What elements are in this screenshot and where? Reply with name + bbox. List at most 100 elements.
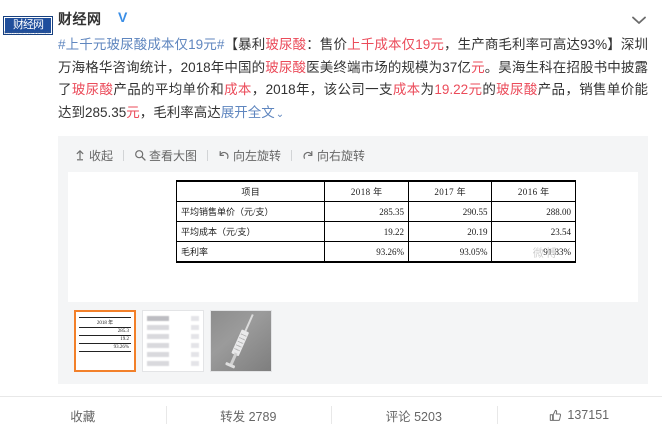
rotate-left-icon [218, 149, 230, 161]
mini-cell: 2018 年 [79, 317, 131, 329]
post-highlight: 玻尿酸 [265, 59, 307, 75]
collapse-image-label: 收起 [89, 148, 114, 163]
blurred-cell [147, 316, 169, 322]
repost-button[interactable]: 转发 2789 [165, 397, 332, 433]
main-image[interactable]: 项目 2018 年 2017 年 2016 年 平均销售单价（元/支） 285.… [68, 172, 638, 303]
blurred-cell [191, 343, 199, 349]
thumbnail-strip: 2018 年 285.3 19.2 93.26% [68, 310, 638, 373]
collapse-image-button[interactable]: 收起 [74, 147, 122, 164]
mini-row: 285.3 [79, 327, 131, 337]
media-viewer: 收起 查看大图 向左旋转 向右旋转 [58, 136, 648, 385]
blurred-cell [147, 343, 169, 349]
rotate-right-icon [302, 149, 314, 161]
toolbar-divider [123, 149, 125, 161]
post-highlight: 成本 [392, 82, 421, 98]
post-text-seg: 医美终端市场的规模为37亿 [306, 59, 472, 75]
post-header: 财经网 CAIJINGWANG.COM.CN 财经网 V [0, 0, 662, 35]
blurred-cell [147, 361, 169, 367]
repost-label: 转发 2789 [220, 409, 277, 424]
thumbnail-blurred-table[interactable] [142, 310, 204, 373]
avatar[interactable]: 财经网 [2, 12, 54, 38]
blurred-cell [147, 334, 169, 340]
rotate-right-button[interactable]: 向右旋转 [302, 147, 374, 164]
table-cell: 93.26% [324, 241, 409, 264]
table-cell: 285.35 [324, 201, 409, 223]
table-cell: 23.54 [491, 221, 576, 243]
table-row: 毛利率 93.26% 93.05% 91.83% [175, 241, 576, 264]
account-nickname[interactable]: 财经网 [58, 11, 102, 27]
financial-table-image: 项目 2018 年 2017 年 2016 年 平均销售单价（元/支） 285.… [175, 180, 576, 264]
post-highlight: 成本 [224, 82, 252, 98]
post-text-seg: 【暴利 [224, 37, 266, 52]
comment-label: 评论 5203 [385, 409, 442, 424]
favorite-label: 收藏 [70, 409, 96, 424]
action-bar: 收藏 转发 2789 评论 5203 137151 [0, 396, 662, 433]
syringe-icon [225, 314, 255, 369]
chevron-down-icon[interactable] [632, 16, 646, 25]
table-header-cell: 2018 年 [324, 180, 409, 203]
post-highlight: 玻尿酸 [496, 82, 538, 98]
thumbnail-syringe-photo[interactable] [210, 310, 272, 373]
table-cell: 93.05% [407, 241, 493, 264]
blurred-cell [191, 361, 199, 367]
mini-cell: 19.2 [79, 335, 131, 345]
rotate-right-label: 向右旋转 [317, 148, 366, 163]
like-count: 137151 [567, 408, 610, 422]
thumbnail-table-crop[interactable]: 2018 年 285.3 19.2 93.26% [74, 310, 136, 373]
post-text-seg: ：售价 [306, 37, 348, 52]
blurred-cell [191, 352, 199, 358]
blurred-table-graphic [147, 315, 199, 367]
blurred-cell [147, 352, 169, 358]
mini-row: 93.26% [79, 343, 131, 353]
post-topic-link[interactable]: #上千元玻尿酸成本仅19元# [58, 37, 225, 52]
avatar-logo-subtext: CAIJINGWANG.COM.CN [4, 30, 50, 35]
view-large-image-label: 查看大图 [149, 148, 198, 163]
blurred-cell [147, 325, 169, 331]
mini-cell: 93.26% [79, 343, 131, 353]
image-toolbar: 收起 查看大图 向左旋转 向右旋转 [68, 144, 638, 166]
search-icon [134, 149, 146, 162]
rotate-left-button[interactable]: 向左旋转 [218, 147, 290, 164]
chevron-down-small-icon: ⌄ [275, 108, 285, 120]
rotate-left-label: 向左旋转 [233, 148, 282, 163]
post-text-seg: 产品，销售单价能达到285.35 [58, 82, 649, 120]
table-cell: 91.83% [491, 241, 576, 264]
avatar-logo-text: 财经网 [3, 15, 53, 35]
post-highlight: 玻尿酸 [71, 82, 114, 98]
post-content: #上千元玻尿酸成本仅19元#【暴利玻尿酸：售价上千成本仅19元，生产商毛利率可高… [58, 34, 648, 126]
comment-button[interactable]: 评论 5203 [331, 397, 497, 433]
post-text-seg: ，生产商毛利率可高达93%】深圳万海格华咨询统计，2018年中国的 [58, 37, 649, 75]
favorite-button[interactable]: 收藏 [0, 397, 166, 433]
table-header-cell: 项目 [175, 180, 326, 203]
table-row: 平均成本（元/支） 19.22 20.19 23.54 [175, 221, 576, 243]
thumbs-up-icon [549, 409, 562, 422]
post-text-seg: ，毛利率高达 [139, 104, 221, 120]
blurred-row [147, 360, 199, 367]
table-header-cell: 2017 年 [407, 180, 493, 203]
verified-badge-icon: V [118, 9, 128, 25]
arrow-up-icon [74, 149, 86, 161]
blurred-row [147, 333, 199, 340]
table-row-label: 平均成本（元/支） [175, 221, 326, 243]
post-text-seg: 的 [482, 82, 497, 98]
expand-label: 展开全文 [220, 104, 275, 120]
blurred-row [147, 351, 199, 358]
post-highlight: 元 [471, 59, 485, 75]
like-button[interactable]: 137151 [496, 397, 662, 433]
post-highlight: 元 [126, 104, 140, 120]
table-cell: 19.22 [324, 221, 409, 243]
blurred-cell [191, 316, 199, 322]
expand-full-text-button[interactable]: 展开全文⌄ [221, 105, 284, 120]
table-cell: 290.55 [407, 201, 493, 223]
table-cell: 20.19 [407, 221, 493, 243]
financial-table: 项目 2018 年 2017 年 2016 年 平均销售单价（元/支） 285.… [175, 180, 576, 264]
post-highlight: 上千成本仅19元 [347, 37, 444, 52]
table-row-label: 平均销售单价（元/支） [175, 201, 326, 223]
post-highlight: 19.22元 [434, 82, 483, 98]
post-text-seg: 为 [420, 82, 435, 98]
view-large-image-button[interactable]: 查看大图 [134, 147, 206, 164]
mini-cell: 285.3 [79, 327, 131, 337]
mini-row: 19.2 [79, 335, 131, 345]
post-highlight: 玻尿酸 [265, 37, 307, 52]
table-header-cell: 2016 年 [491, 180, 576, 203]
